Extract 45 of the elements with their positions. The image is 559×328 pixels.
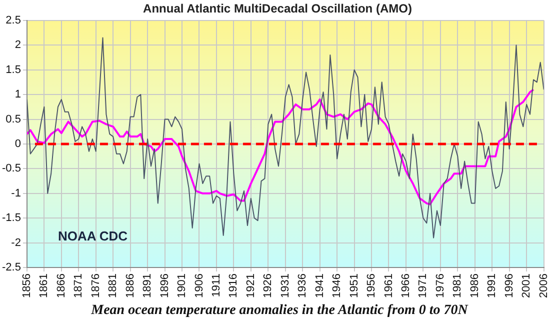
x-tick-label: 1856 — [20, 274, 33, 298]
text: Mean ocean temperature anomalies in the Atlantic from 0 to 70N — [90, 303, 470, 319]
x-tick-label: 1871 — [72, 274, 85, 298]
y-tick-label: 2.5 — [6, 14, 21, 26]
chart-title: Annual Atlantic MultiDecadal Oscillation (AMO) — [143, 2, 412, 16]
y-tick-label: 2 — [14, 39, 21, 52]
x-tick-label: 1901 — [176, 274, 188, 298]
x-tick-label: 1996 — [503, 274, 516, 298]
x-tick-label: 1886 — [124, 274, 136, 298]
x-tick-label: 1861 — [38, 274, 50, 298]
y-tick-label: -1 — [11, 187, 21, 200]
x-tick-label: 1916 — [228, 274, 240, 298]
x-tick-label: 1966 — [400, 274, 412, 298]
y-tick-label: 0.5 — [6, 113, 21, 126]
x-tick-label: 1921 — [244, 274, 257, 298]
x-tick-label: 1991 — [486, 274, 498, 298]
x-tick-label: 2001 — [520, 274, 533, 298]
y-tick-label: -0.5 — [2, 162, 21, 175]
x-tick-label: 1881 — [107, 274, 120, 298]
x-tick-label: 1931 — [279, 274, 292, 298]
y-tick-label: 1 — [14, 88, 21, 101]
x-tick-label: 1891 — [142, 274, 154, 298]
y-tick-label: -2.5 — [2, 262, 21, 274]
y-tick-label: -2 — [11, 236, 21, 249]
x-tick-label: 1981 — [452, 274, 464, 298]
y-tick-label: 0 — [14, 138, 21, 150]
x-tick-label: 1956 — [366, 274, 378, 298]
x-tick-label: 2006 — [538, 274, 550, 298]
x-tick-label: 1936 — [296, 274, 309, 298]
x-tick-label: 1926 — [262, 274, 274, 298]
x-tick-label: 1946 — [331, 274, 344, 298]
x-tick-label: 1961 — [382, 274, 395, 298]
x-tick-label: 1896 — [158, 274, 171, 298]
x-tick-label: 1866 — [55, 274, 68, 298]
annotation: NOAA CDC — [58, 228, 128, 244]
y-tick-label: 1.5 — [6, 64, 21, 76]
x-tick-label: 1911 — [210, 274, 222, 298]
x-tick-label: 1951 — [348, 274, 360, 298]
x-tick-label: 1971 — [417, 274, 430, 298]
x-tick-label: 1876 — [90, 274, 102, 298]
y-tick-label: -1.5 — [2, 212, 21, 224]
x-tick-label: 1906 — [193, 274, 206, 298]
x-tick-label: 1976 — [434, 274, 446, 298]
x-tick-label: 1941 — [314, 274, 326, 298]
x-tick-label: 1986 — [468, 274, 481, 298]
